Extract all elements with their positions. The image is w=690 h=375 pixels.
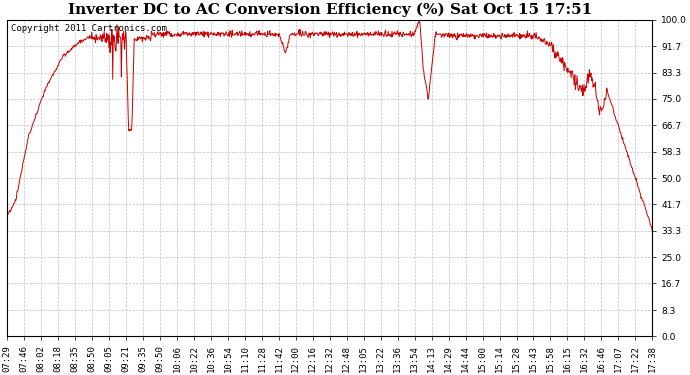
Title: Inverter DC to AC Conversion Efficiency (%) Sat Oct 15 17:51: Inverter DC to AC Conversion Efficiency … bbox=[68, 3, 592, 17]
Text: Copyright 2011 Cartronics.com: Copyright 2011 Cartronics.com bbox=[10, 24, 166, 33]
